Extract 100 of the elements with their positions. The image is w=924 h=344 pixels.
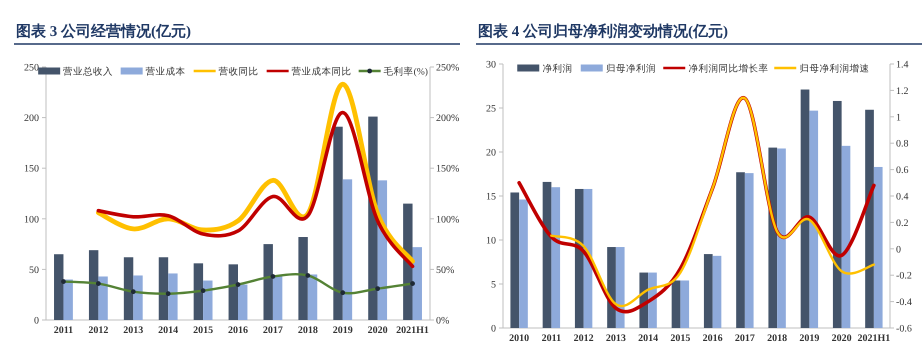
legend-label: 净利润 [542,62,572,75]
x-tick-label: 2013 [123,325,144,336]
y-tick-label: 5 [491,280,496,290]
y-tick-label: 15 [486,192,496,202]
chart-title: 图表 4 公司归母净利润变动情况(亿元) [478,22,728,40]
legend-label: 营业成本 [146,66,186,78]
line-series [96,82,415,264]
y2-tick-label: -0.2 [896,270,912,282]
bar [98,276,108,320]
bar [574,188,584,328]
bar [744,173,754,328]
y-tick-label: 20 [486,148,496,158]
legend-label: 归母净利润 [606,62,656,75]
x-tick-label: 2010 [509,333,530,344]
bar [158,257,168,320]
y-tick-label: 25 [486,104,496,114]
bar [874,166,883,328]
bar [551,187,560,328]
y2-tick-label: -0.6 [896,324,912,334]
y2-tick-label: 100% [436,214,460,226]
bar [63,280,73,320]
x-tick-label: 2017 [262,325,283,336]
bar [736,172,745,328]
x-tick-label: 2015 [193,325,214,336]
bar [203,280,213,320]
chart-title: 图表 3 公司经营情况(亿元) [16,23,191,40]
x-tick-label: 2016 [702,333,723,344]
y2-tick-label: 200% [436,113,460,124]
legend-label: 营业总收入 [63,66,114,78]
bar [133,275,143,320]
x-tick-label: 2011 [542,333,562,344]
bar [865,110,874,328]
x-tick-label: 2019 [332,325,353,336]
bar [809,110,818,328]
legend-label: 归母净利润增速 [799,62,870,75]
bar [272,276,282,320]
y-tick-label: 0 [491,324,496,334]
bar [712,256,722,328]
bar [54,254,64,320]
y2-tick-label: -0.4 [896,297,912,308]
bar [519,200,528,328]
bar [308,274,318,320]
y2-tick-label: 0.4 [896,192,908,202]
line-series [96,110,414,268]
bar [124,257,134,320]
y-tick-label: 0 [34,316,39,326]
y2-tick-label: 1.2 [896,86,908,97]
x-tick-label: 2013 [606,333,626,344]
bar [842,146,850,328]
legend-label: 净利润同比增长率 [688,62,768,75]
y-tick-label: 50 [29,264,39,276]
y2-tick-label: 0.8 [896,138,908,150]
legend-label: 营收同比 [218,66,259,78]
bar [584,188,592,328]
bar [542,182,552,328]
bar [298,237,308,320]
bar [704,254,713,328]
x-tick-label: 2020 [368,325,388,336]
bar [168,273,178,320]
y-tick-label: 150 [24,164,39,175]
bar [768,148,778,328]
y2-tick-label: 250% [436,62,460,74]
x-tick-label: 2016 [228,325,248,336]
x-tick-label: 2012 [574,333,594,344]
bar [800,90,810,328]
x-tick-label: 2021H1 [396,325,429,336]
x-tick-label: 2018 [767,333,788,344]
y2-tick-label: 1 [896,112,901,124]
bar [510,192,520,328]
x-tick-label: 2015 [670,333,690,344]
bar [194,263,204,320]
y2-tick-label: 50% [436,264,454,276]
x-tick-label: 2011 [54,325,74,336]
y2-tick-label: 0.2 [896,218,908,229]
y-tick-label: 30 [486,60,496,70]
bar [412,247,422,320]
bar [616,247,625,328]
x-tick-label: 2021H1 [857,333,890,344]
bar [680,280,690,328]
y2-tick-label: 1.4 [896,60,908,70]
bar [672,280,680,328]
bar [228,264,238,320]
y2-tick-label: 150% [436,164,460,175]
x-tick-label: 2019 [799,333,820,344]
x-tick-label: 2014 [638,333,658,344]
legend-label: 毛利率(%) [384,66,428,78]
bar [263,244,273,320]
x-tick-label: 2014 [158,325,178,336]
y-tick-label: 10 [486,236,496,246]
bar [333,126,343,320]
y-tick-label: 200 [24,113,39,124]
bar [342,179,352,320]
x-tick-label: 2017 [734,333,755,344]
bar [238,284,248,320]
x-tick-label: 2012 [88,325,108,336]
y-tick-label: 100 [24,214,39,226]
y2-tick-label: 0.6 [896,165,908,176]
x-tick-label: 2020 [832,333,852,344]
bar [88,250,98,320]
bar [832,100,842,328]
